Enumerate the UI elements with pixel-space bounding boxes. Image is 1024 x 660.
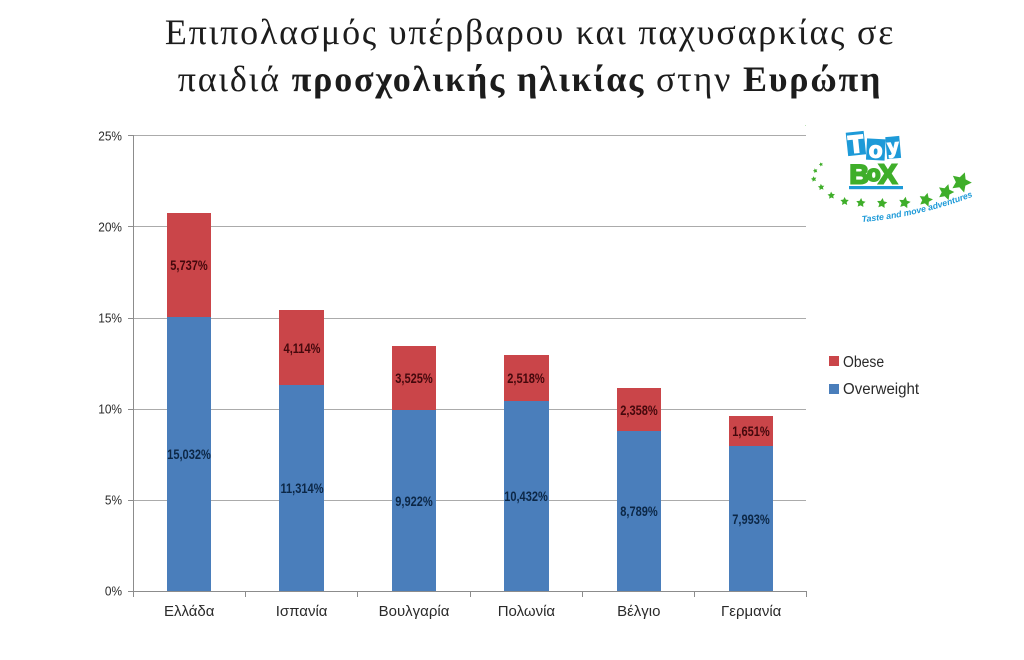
svg-text:y: y [887,136,901,159]
svg-text:o: o [868,137,883,163]
svg-text:T: T [847,131,865,159]
svg-text:Taste and move adventures: Taste and move adventures [861,189,973,224]
svg-text:BoX: BoX [850,158,898,189]
